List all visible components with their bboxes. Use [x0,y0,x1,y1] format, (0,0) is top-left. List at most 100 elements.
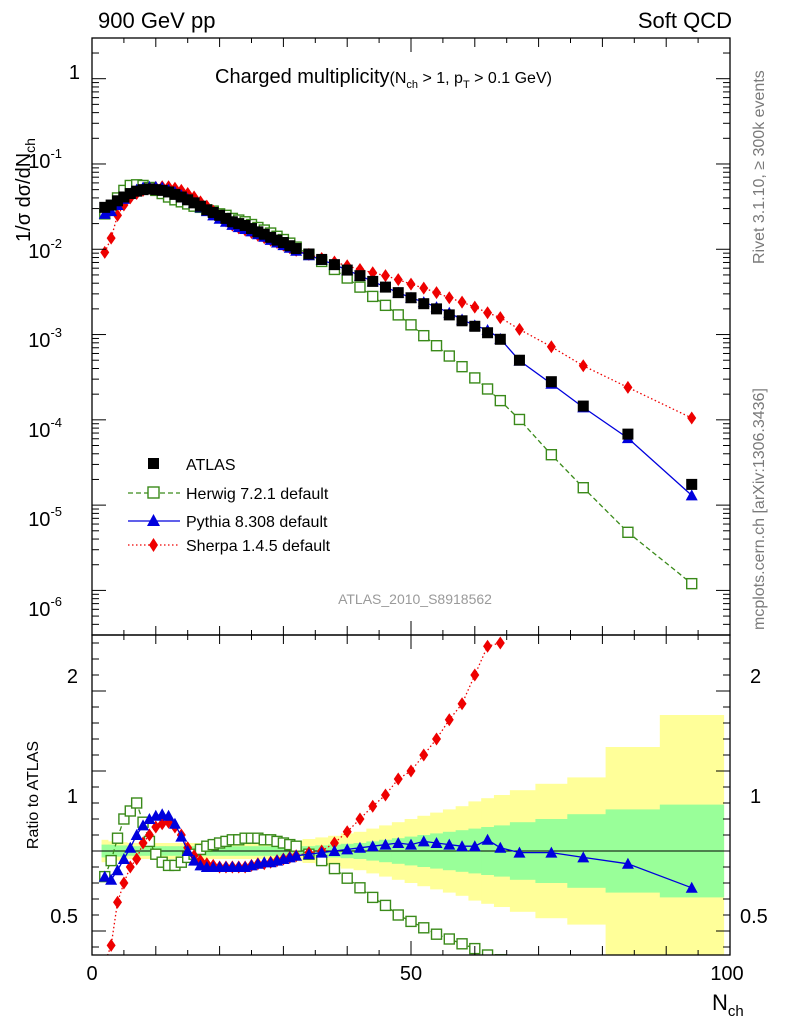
ratio-herwig-point [430,928,443,940]
ratio-pythia-point [130,829,143,840]
legend-sherpa-label: Sherpa 1.4.5 default [186,538,331,555]
main-atlas-point [246,223,257,235]
main-title: Charged multiplicity(Nch > 1, pT > 0.1 G… [215,66,552,91]
ytick-exp-1: -1 [50,146,62,161]
main-herwig-point [367,290,379,303]
main-herwig-point [456,360,468,373]
main-sherpa-point [514,322,524,336]
main-sherpa-point [100,245,110,259]
ratio-pythia-point [98,870,111,882]
main-atlas-point [226,216,238,228]
ratio-sherpa-point [432,732,442,746]
ytick-label-1e-2: 10-2 [28,236,62,263]
main-sherpa-point [687,411,697,425]
ytick-label-1e-1: 10-1 [28,146,62,173]
x-axis-label-sub: ch [728,1003,744,1020]
ratio-sherpa-point [444,713,454,727]
main-sherpa-point [546,340,556,354]
main-atlas-point [494,333,506,345]
xtick-100: 100 [710,963,743,985]
main-sherpa-line [104,186,693,419]
main-atlas-point [137,184,149,196]
ratio-sherpa-point [355,812,365,826]
main-sherpa-point [470,300,480,314]
ytick-base-2: 10 [28,241,50,263]
main-atlas-point [341,264,353,276]
ratio-pythia-point [379,838,392,850]
main-herwig-point [494,394,507,407]
ratio-pythia-point [468,840,481,852]
ytick-label-1e-6: 10-6 [28,594,62,621]
ratio-pythia-point [685,881,698,893]
main-atlas-point [105,199,117,211]
main-sherpa-point [106,231,116,245]
main-sherpa-point [393,273,403,287]
ratio-pythia-point [513,846,526,858]
main-atlas-point [143,183,155,195]
main-atlas-point [99,201,111,213]
ratio-pythia-point [341,843,354,855]
main-atlas-point [112,195,124,207]
ratio-sherpa-point [132,852,142,866]
ratio-herwig-point [494,954,507,955]
main-y-label-text: 1/σ dσ/dN [13,153,35,242]
ratio-sherpa-point [470,668,480,682]
ratio-pythia-point [328,845,341,856]
main-atlas-point [188,197,200,209]
main-atlas-point [131,185,143,197]
mcplots-label: mcplots.cern.ch [arXiv:1306.3436] [751,388,768,630]
ratio-sherpa-point [144,828,154,842]
main-herwig-point [430,340,443,352]
ratio-sherpa-point [113,895,123,909]
main-atlas-point [169,188,181,200]
main-title-text: Charged multiplicity [215,66,390,88]
main-atlas-point [277,237,289,249]
analysis-id: ATLAS_2010_S8918562 [338,591,492,607]
main-sherpa-point [113,208,123,222]
ratio-sherpa-line [106,642,501,955]
main-atlas-point [175,191,187,203]
main-herwig-point [443,350,455,362]
main-pythia-point [685,489,698,501]
ratio-sherpa-point [495,636,505,650]
ratio-sherpa-point [406,764,416,778]
legend: ATLAS Herwig 7.2.1 default Pythia 8.308 … [128,457,331,555]
main-atlas-point [124,188,136,200]
ratio-herwig-point [118,813,130,825]
ytick-label-1: 1 [69,62,80,84]
ratio-sherpa-point [368,799,378,813]
ratio-ytick-2: 2 [67,666,78,688]
main-atlas-point [686,478,698,490]
main-atlas-point [258,228,270,240]
ratio-ytick-1: 1 [67,786,78,808]
ytick-exp-3: -3 [50,325,62,340]
ratio-pythia-point [545,846,558,858]
ytick-base-1: 10 [28,151,50,173]
xtick-50: 50 [400,963,422,985]
ratio-sherpa-point [419,748,429,762]
main-series-layer [98,179,698,590]
main-atlas-point [163,186,175,198]
main-atlas-point [379,281,391,293]
ytick-base-5: 10 [28,509,50,531]
main-herwig-point [354,281,366,293]
ytick-label-1e-4: 10-4 [28,415,62,442]
main-sherpa-point [406,277,416,291]
main-title-sub-a: (N [390,70,407,87]
main-atlas-point [118,191,130,203]
ratio-pythia-point [137,819,150,831]
main-atlas-point [392,287,404,299]
legend-atlas-label: ATLAS [186,457,236,474]
main-herwig-point [469,372,481,384]
main-atlas-point [207,206,219,218]
ratio-pythia-point [366,840,379,852]
main-herwig-point [545,449,558,461]
main-atlas-point [456,315,468,327]
main-sherpa-point [444,291,454,305]
main-atlas-point [431,303,443,315]
main-atlas-point [265,231,277,243]
ytick-base-6: 10 [28,599,50,621]
ratio-pythia-point [168,817,181,829]
ytick-exp-5: -5 [50,504,62,519]
ratio-sherpa-point [119,876,129,890]
